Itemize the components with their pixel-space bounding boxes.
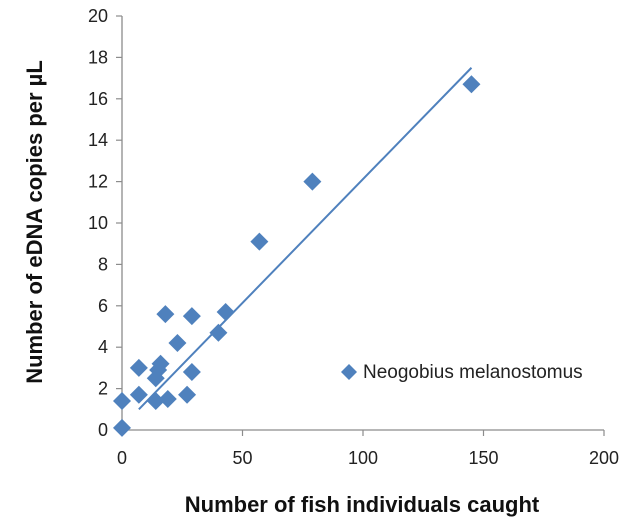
data-point-diamond xyxy=(462,75,481,94)
x-tick-label: 0 xyxy=(117,448,127,468)
y-tick-label: 16 xyxy=(88,89,108,109)
y-tick-label: 6 xyxy=(98,296,108,316)
x-tick-label: 150 xyxy=(468,448,498,468)
data-point-diamond xyxy=(168,334,187,353)
y-tick-label: 2 xyxy=(98,379,108,399)
data-point-diamond xyxy=(209,323,228,342)
y-tick-label: 0 xyxy=(98,420,108,440)
y-tick-label: 14 xyxy=(88,130,108,150)
x-tick-label: 100 xyxy=(348,448,378,468)
legend-label: Neogobius melanostomus xyxy=(363,362,583,383)
data-point-diamond xyxy=(303,172,322,191)
data-point-diamond xyxy=(158,389,177,408)
y-tick-label: 4 xyxy=(98,337,108,357)
data-point-diamond xyxy=(113,418,131,437)
data-point-diamond xyxy=(146,392,165,411)
legend: Neogobius melanostomus xyxy=(341,362,583,383)
x-tick-label: 50 xyxy=(232,448,252,468)
y-tick-label: 20 xyxy=(88,6,108,26)
data-point-diamond xyxy=(156,305,175,324)
y-tick-label: 10 xyxy=(88,213,108,233)
data-point-diamond xyxy=(216,303,235,322)
trendline-layer xyxy=(138,67,473,410)
data-point-diamond xyxy=(129,358,148,377)
data-point-diamond xyxy=(182,363,201,382)
data-point-diamond xyxy=(151,354,170,373)
data-point-diamond xyxy=(113,392,131,411)
linear-trendline xyxy=(138,67,473,410)
y-tick-label: 8 xyxy=(98,254,108,274)
data-points xyxy=(113,75,481,437)
data-point-diamond xyxy=(178,385,197,404)
data-point-diamond xyxy=(182,307,201,326)
data-point-diamond xyxy=(250,232,269,251)
legend-marker-diamond xyxy=(341,364,357,380)
y-axis-title: Number of eDNA copies per µL xyxy=(22,60,47,384)
y-tick-label: 12 xyxy=(88,172,108,192)
x-tick-label: 200 xyxy=(589,448,619,468)
x-axis-title: Number of fish individuals caught xyxy=(185,492,540,517)
y-tick-label: 18 xyxy=(88,47,108,67)
data-point-diamond xyxy=(129,385,148,404)
